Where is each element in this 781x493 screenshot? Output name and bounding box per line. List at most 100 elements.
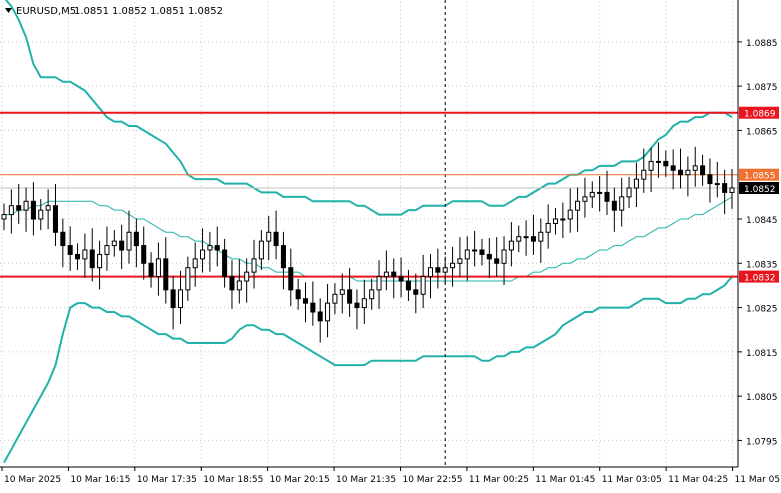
candle-body <box>413 289 419 295</box>
candle-body <box>244 271 250 282</box>
current-price-box <box>739 182 779 194</box>
candle <box>722 169 728 215</box>
candle <box>369 278 375 310</box>
candle <box>133 218 139 268</box>
band-layer <box>3 0 733 467</box>
candle <box>82 233 88 278</box>
candle-body <box>111 240 117 247</box>
candle <box>361 279 367 324</box>
y-tick-label: 1.0815 <box>746 349 778 359</box>
candle <box>310 281 316 326</box>
candle-body <box>339 289 345 295</box>
candle <box>236 259 242 304</box>
candle-body <box>457 258 463 264</box>
candle <box>692 146 698 187</box>
candle <box>597 176 603 212</box>
candle-body <box>192 258 198 269</box>
ohlc-close: 1.0852 <box>188 6 223 17</box>
ohlc-high: 1.0852 <box>112 6 147 17</box>
candle <box>420 254 426 309</box>
x-tick-label: 11 Mar 00:25 <box>469 475 529 485</box>
candle <box>450 246 456 287</box>
candle <box>273 210 279 260</box>
candle-body <box>141 245 147 264</box>
candle-body <box>236 280 242 291</box>
x-tick-label: 11 Mar 05:45 <box>735 475 781 485</box>
middle-band-line <box>4 196 733 282</box>
x-tick-label: 10 Mar 20:15 <box>270 475 330 485</box>
candle <box>655 142 661 178</box>
candle-body <box>82 249 88 260</box>
candle-body <box>619 196 625 211</box>
candle-body <box>530 236 536 242</box>
ohlc-open: 1.0851 <box>74 6 109 17</box>
level-label: 1.0855 <box>744 172 776 182</box>
candle <box>626 176 632 208</box>
candle <box>567 188 573 233</box>
candle <box>214 226 220 267</box>
candle-body <box>604 191 610 202</box>
candle-body <box>597 191 603 194</box>
x-tick-label: 10 Mar 16:15 <box>70 475 130 485</box>
candle-body <box>582 196 588 202</box>
candle <box>604 170 610 216</box>
y-tick-label: 1.0795 <box>746 437 778 447</box>
candle <box>332 283 338 315</box>
candle <box>486 238 492 278</box>
candle <box>185 256 191 301</box>
candle <box>155 242 161 296</box>
candle <box>611 187 617 232</box>
upper-band-line <box>4 0 733 216</box>
candle <box>295 278 301 310</box>
candle-body <box>729 187 735 193</box>
candle-body <box>560 218 566 221</box>
candle <box>457 237 463 278</box>
candle <box>16 184 22 224</box>
candle-body <box>273 231 279 247</box>
candle <box>494 237 500 278</box>
candle <box>229 260 235 309</box>
y-tick-label: 1.0885 <box>746 39 778 49</box>
candle <box>141 226 147 280</box>
candle-body <box>200 249 206 260</box>
candle-body <box>45 205 51 211</box>
candle-body <box>648 160 654 171</box>
dropdown-arrow-icon[interactable] <box>5 8 12 13</box>
candle-body <box>251 258 257 273</box>
candle <box>347 268 353 317</box>
candle <box>119 224 125 270</box>
candle <box>472 230 478 267</box>
candle-body <box>692 165 698 171</box>
candle <box>60 218 66 268</box>
candle-body <box>302 298 309 304</box>
candle <box>163 237 169 304</box>
candle-body <box>1 214 7 220</box>
candle <box>244 258 250 303</box>
candle <box>38 199 44 231</box>
level-layer: 1.0869 1.0855 1.0832 1.0852 <box>0 106 779 284</box>
candle <box>302 282 309 323</box>
level-label-box <box>739 106 779 119</box>
candle <box>67 226 73 271</box>
candle <box>75 243 81 270</box>
candle <box>442 256 448 284</box>
candle <box>200 228 206 273</box>
candle-body <box>75 253 81 260</box>
candle <box>575 187 581 232</box>
candle <box>479 238 485 266</box>
candle <box>222 238 228 288</box>
candle <box>8 189 14 234</box>
candle-body <box>376 276 382 291</box>
candle <box>729 168 735 209</box>
candle <box>670 149 676 190</box>
candle <box>177 270 184 324</box>
candle-body <box>97 253 103 269</box>
candle-body <box>258 240 264 260</box>
candle-body <box>347 289 353 304</box>
candle <box>192 242 198 287</box>
candle <box>23 187 29 232</box>
candle-body <box>30 200 36 220</box>
candle <box>266 215 272 261</box>
candle <box>52 184 58 247</box>
